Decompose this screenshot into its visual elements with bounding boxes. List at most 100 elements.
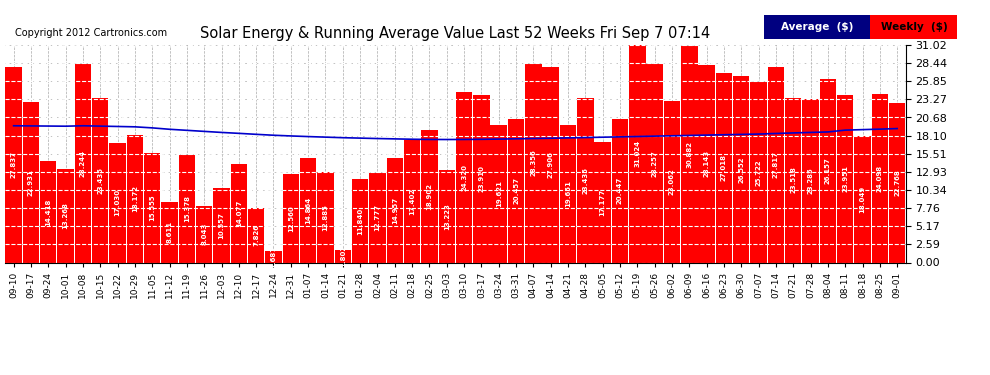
Title: Solar Energy & Running Average Value Last 52 Weeks Fri Sep 7 07:14: Solar Energy & Running Average Value Las…	[200, 26, 711, 41]
Text: 1.687: 1.687	[270, 246, 276, 268]
Bar	[716, 73, 733, 262]
Bar	[559, 125, 576, 262]
Text: 18.172: 18.172	[132, 185, 138, 212]
Text: 11.840: 11.840	[357, 207, 363, 235]
Text: 25.722: 25.722	[755, 159, 761, 186]
Bar	[127, 135, 144, 262]
Bar	[473, 95, 490, 262]
Bar	[594, 142, 611, 262]
Text: 31.024: 31.024	[635, 140, 641, 167]
Text: 22.768: 22.768	[894, 169, 900, 196]
Bar	[612, 119, 629, 262]
Text: 17.177: 17.177	[600, 189, 606, 216]
Text: Average  ($): Average ($)	[781, 22, 853, 32]
Bar	[351, 180, 368, 262]
Text: 28.143: 28.143	[704, 150, 710, 177]
Text: 27.817: 27.817	[773, 152, 779, 178]
Text: 18.049: 18.049	[859, 186, 865, 213]
Bar	[820, 79, 837, 262]
Text: 8.611: 8.611	[166, 221, 172, 243]
Bar	[386, 158, 403, 262]
Text: 23.435: 23.435	[582, 167, 588, 194]
Text: 8.043: 8.043	[201, 223, 207, 246]
Bar	[421, 130, 438, 262]
Bar	[23, 102, 40, 262]
Text: 12.777: 12.777	[374, 204, 380, 231]
Bar	[508, 119, 525, 262]
Bar	[231, 164, 248, 262]
Bar	[265, 251, 282, 262]
Text: 24.098: 24.098	[877, 165, 883, 192]
Text: 14.957: 14.957	[392, 196, 398, 223]
Bar	[698, 65, 715, 262]
Text: 12.885: 12.885	[323, 204, 329, 231]
Bar	[646, 64, 663, 262]
Bar	[439, 170, 455, 262]
Bar	[5, 68, 22, 262]
Text: 26.157: 26.157	[825, 158, 831, 184]
Text: 22.931: 22.931	[28, 169, 34, 195]
Bar	[629, 45, 645, 262]
Bar	[733, 76, 749, 262]
Text: 23.518: 23.518	[790, 166, 796, 194]
Text: 28.244: 28.244	[80, 150, 86, 177]
Text: 14.864: 14.864	[305, 197, 311, 224]
Bar	[802, 99, 819, 262]
Text: 19.651: 19.651	[565, 180, 571, 207]
Text: 23.062: 23.062	[669, 168, 675, 195]
Bar	[871, 93, 888, 262]
Bar	[57, 170, 74, 262]
Bar	[317, 172, 334, 262]
Text: 7.826: 7.826	[253, 224, 259, 246]
Bar	[837, 94, 853, 262]
Text: 27.018: 27.018	[721, 154, 727, 181]
Text: 10.557: 10.557	[219, 212, 225, 239]
Bar	[525, 64, 542, 262]
Text: 28.257: 28.257	[651, 150, 657, 177]
Bar	[404, 141, 421, 262]
Bar	[178, 154, 195, 262]
Bar	[74, 64, 91, 262]
Bar	[213, 189, 230, 262]
Bar	[543, 67, 559, 262]
Text: 1.802: 1.802	[340, 245, 346, 267]
Bar	[490, 125, 507, 262]
Text: 23.285: 23.285	[808, 168, 814, 194]
Text: 13.268: 13.268	[62, 202, 68, 229]
Bar	[196, 206, 213, 262]
Bar	[455, 92, 472, 262]
Bar	[663, 101, 680, 262]
Bar	[767, 68, 784, 262]
Bar	[750, 82, 767, 262]
Bar	[300, 158, 317, 262]
Text: 24.320: 24.320	[461, 164, 467, 191]
Text: Weekly  ($): Weekly ($)	[880, 22, 947, 32]
Text: 26.552: 26.552	[739, 156, 744, 183]
Text: 12.560: 12.560	[288, 205, 294, 232]
Bar	[161, 202, 178, 262]
Bar	[681, 46, 698, 262]
Text: 23.951: 23.951	[842, 165, 848, 192]
Text: 23.435: 23.435	[97, 167, 103, 194]
Bar	[854, 136, 871, 262]
Bar	[92, 98, 109, 262]
Bar	[335, 250, 351, 262]
Text: 30.882: 30.882	[686, 141, 692, 168]
Text: 18.902: 18.902	[427, 183, 433, 210]
Bar	[248, 208, 264, 262]
Bar	[109, 143, 126, 262]
Text: 27.837: 27.837	[11, 152, 17, 178]
Text: 15.555: 15.555	[149, 195, 155, 221]
Bar	[889, 103, 906, 262]
Bar	[577, 98, 594, 262]
Bar	[144, 153, 160, 262]
Text: 27.906: 27.906	[547, 151, 553, 178]
Text: 13.223: 13.223	[444, 203, 449, 229]
Text: 20.447: 20.447	[617, 177, 623, 204]
Text: 14.418: 14.418	[46, 198, 51, 226]
Text: 20.457: 20.457	[513, 177, 519, 204]
Text: 15.378: 15.378	[184, 195, 190, 222]
Text: 14.077: 14.077	[236, 200, 242, 227]
Text: 17.402: 17.402	[409, 188, 415, 215]
Text: 23.910: 23.910	[478, 165, 484, 192]
